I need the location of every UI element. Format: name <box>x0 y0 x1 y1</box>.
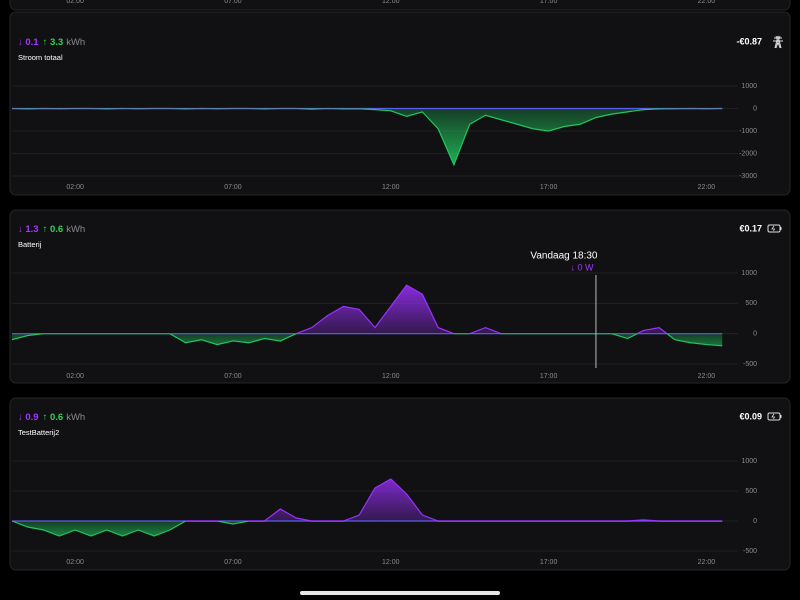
grid-icon <box>773 35 783 49</box>
x-tick-label: 17:00 <box>540 0 558 5</box>
y-tick-label: -1000 <box>739 128 757 135</box>
line-positive <box>38 284 668 334</box>
energy-summary: ↓ 0.1 ↑ 3.3 kWh <box>18 37 85 48</box>
y-tick-label: 1000 <box>741 83 757 90</box>
device-name: TestBatterij2 <box>18 428 59 437</box>
x-tick-label: 07:00 <box>224 559 242 566</box>
cost: €0.17 <box>739 223 762 233</box>
y-tick-label: 0 <box>753 518 757 525</box>
export-kwh: ↑ 0.6 <box>43 224 64 235</box>
line-negative <box>11 521 723 537</box>
x-tick-label: 12:00 <box>382 184 400 191</box>
battery-tip <box>780 227 782 230</box>
tooltip-value: ↓ 0 W <box>570 262 594 272</box>
line-negative <box>11 108 723 167</box>
unit: kWh <box>66 412 85 423</box>
energy-summary: ↓ 0.9 ↑ 0.6 kWh <box>18 412 85 423</box>
unit: kWh <box>66 37 85 48</box>
import-kwh: ↓ 0.1 <box>18 37 39 48</box>
y-tick-label: 0 <box>753 105 757 112</box>
cost: -€0.87 <box>736 36 762 46</box>
y-tick-label: -3000 <box>739 173 757 180</box>
x-tick-label: 07:00 <box>224 0 242 5</box>
unit: kWh <box>66 224 85 235</box>
device-name: Batterij <box>18 240 42 249</box>
card <box>9 11 791 196</box>
x-tick-label: 02:00 <box>66 373 84 380</box>
top-card <box>9 0 791 11</box>
x-tick-label: 22:00 <box>698 0 716 5</box>
x-tick-label: 02:00 <box>66 559 84 566</box>
area-positive <box>296 285 667 334</box>
x-tick-label: 17:00 <box>540 559 558 566</box>
import-kwh: ↓ 1.3 <box>18 224 39 235</box>
line-negative <box>11 333 723 347</box>
x-tick-label: 02:00 <box>66 184 84 191</box>
y-tick-label: -500 <box>743 548 757 555</box>
x-tick-label: 22:00 <box>698 184 716 191</box>
cost: €0.09 <box>739 411 762 421</box>
x-tick-label: 17:00 <box>540 373 558 380</box>
x-tick-label: 12:00 <box>382 373 400 380</box>
card <box>9 397 791 571</box>
area-negative <box>12 333 723 346</box>
tooltip-title: Vandaag 18:30 <box>530 251 598 262</box>
home-indicator <box>300 591 500 595</box>
y-tick-label: 1000 <box>741 458 757 465</box>
energy-summary: ↓ 1.3 ↑ 0.6 kWh <box>18 224 85 235</box>
y-tick-label: 500 <box>745 488 757 495</box>
area-negative <box>12 108 723 165</box>
x-tick-label: 07:00 <box>224 184 242 191</box>
line-positive <box>12 478 723 521</box>
y-tick-label: -2000 <box>739 150 757 157</box>
y-tick-label: 1000 <box>741 270 757 277</box>
y-tick-label: 500 <box>745 300 757 307</box>
battery-bolt <box>771 225 776 232</box>
y-tick-label: 0 <box>753 331 757 338</box>
x-tick-label: 22:00 <box>698 559 716 566</box>
device-name: Stroom totaal <box>18 53 63 62</box>
x-tick-label: 02:00 <box>66 0 84 5</box>
x-tick-label: 07:00 <box>224 373 242 380</box>
x-tick-label: 12:00 <box>382 559 400 566</box>
area-negative <box>12 521 723 536</box>
x-tick-label: 22:00 <box>698 373 716 380</box>
battery-bolt <box>771 413 776 420</box>
battery-tip <box>780 415 782 418</box>
import-kwh: ↓ 0.9 <box>18 412 39 423</box>
export-kwh: ↑ 0.6 <box>43 412 64 423</box>
y-tick-label: -500 <box>743 361 757 368</box>
x-tick-label: 12:00 <box>382 0 400 5</box>
export-kwh: ↑ 3.3 <box>43 37 64 48</box>
x-tick-label: 17:00 <box>540 184 558 191</box>
area-positive <box>12 479 723 521</box>
